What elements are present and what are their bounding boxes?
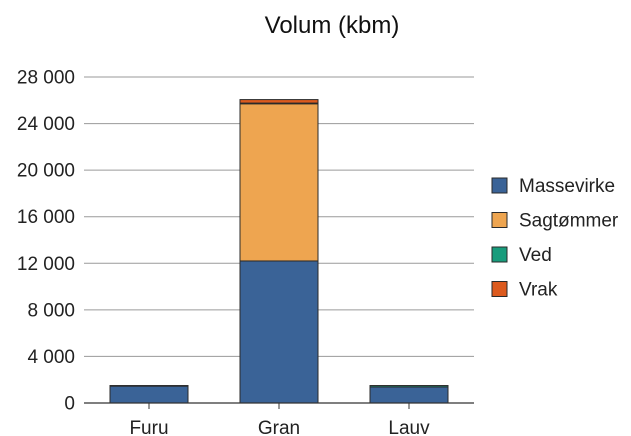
chart-title: Volum (kbm) xyxy=(265,12,400,39)
legend-label-vrak: Vrak xyxy=(519,280,558,301)
x-tick-label-gran: Gran xyxy=(258,418,300,436)
legend-swatch-massevirke xyxy=(491,177,508,194)
y-tick-label: 8 000 xyxy=(27,300,75,321)
y-tick-label: 0 xyxy=(64,394,75,415)
bar-furu-massevirke xyxy=(109,385,189,404)
x-tick-label-furu: Furu xyxy=(129,418,168,436)
legend-swatch-vrak xyxy=(491,281,508,297)
bar-lauv-massevirke xyxy=(369,386,449,404)
legend-swatch-sagtommer xyxy=(491,212,508,228)
y-tick-label: 20 000 xyxy=(17,161,75,182)
x-axis-labels: Furu Gran Lauv xyxy=(129,403,430,436)
y-tick-label: 16 000 xyxy=(17,207,75,228)
y-tick-label: 28 000 xyxy=(17,68,75,89)
bar-gran-sagtommer xyxy=(239,103,319,262)
legend-label-ved: Ved xyxy=(519,245,552,266)
legend-swatch-ved xyxy=(491,246,508,263)
legend-label-sagtommer: Sagtømmer xyxy=(519,211,619,232)
bar-lauv-ved xyxy=(369,385,449,388)
bars xyxy=(109,99,449,404)
legend: Massevirke Sagtømmer Ved Vrak xyxy=(491,176,619,301)
y-tick-label: 12 000 xyxy=(17,254,75,275)
legend-label-massevirke: Massevirke xyxy=(519,176,615,197)
bar-gran-vrak xyxy=(239,99,319,104)
y-axis-ticks: 0 4 000 8 000 12 000 16 000 20 000 24 000 28 00… xyxy=(17,68,75,415)
y-tick-label: 24 000 xyxy=(17,114,75,135)
x-tick-label-lauv: Lauv xyxy=(388,418,430,436)
y-tick-label: 4 000 xyxy=(27,347,75,368)
bar-gran-massevirke xyxy=(239,260,319,404)
